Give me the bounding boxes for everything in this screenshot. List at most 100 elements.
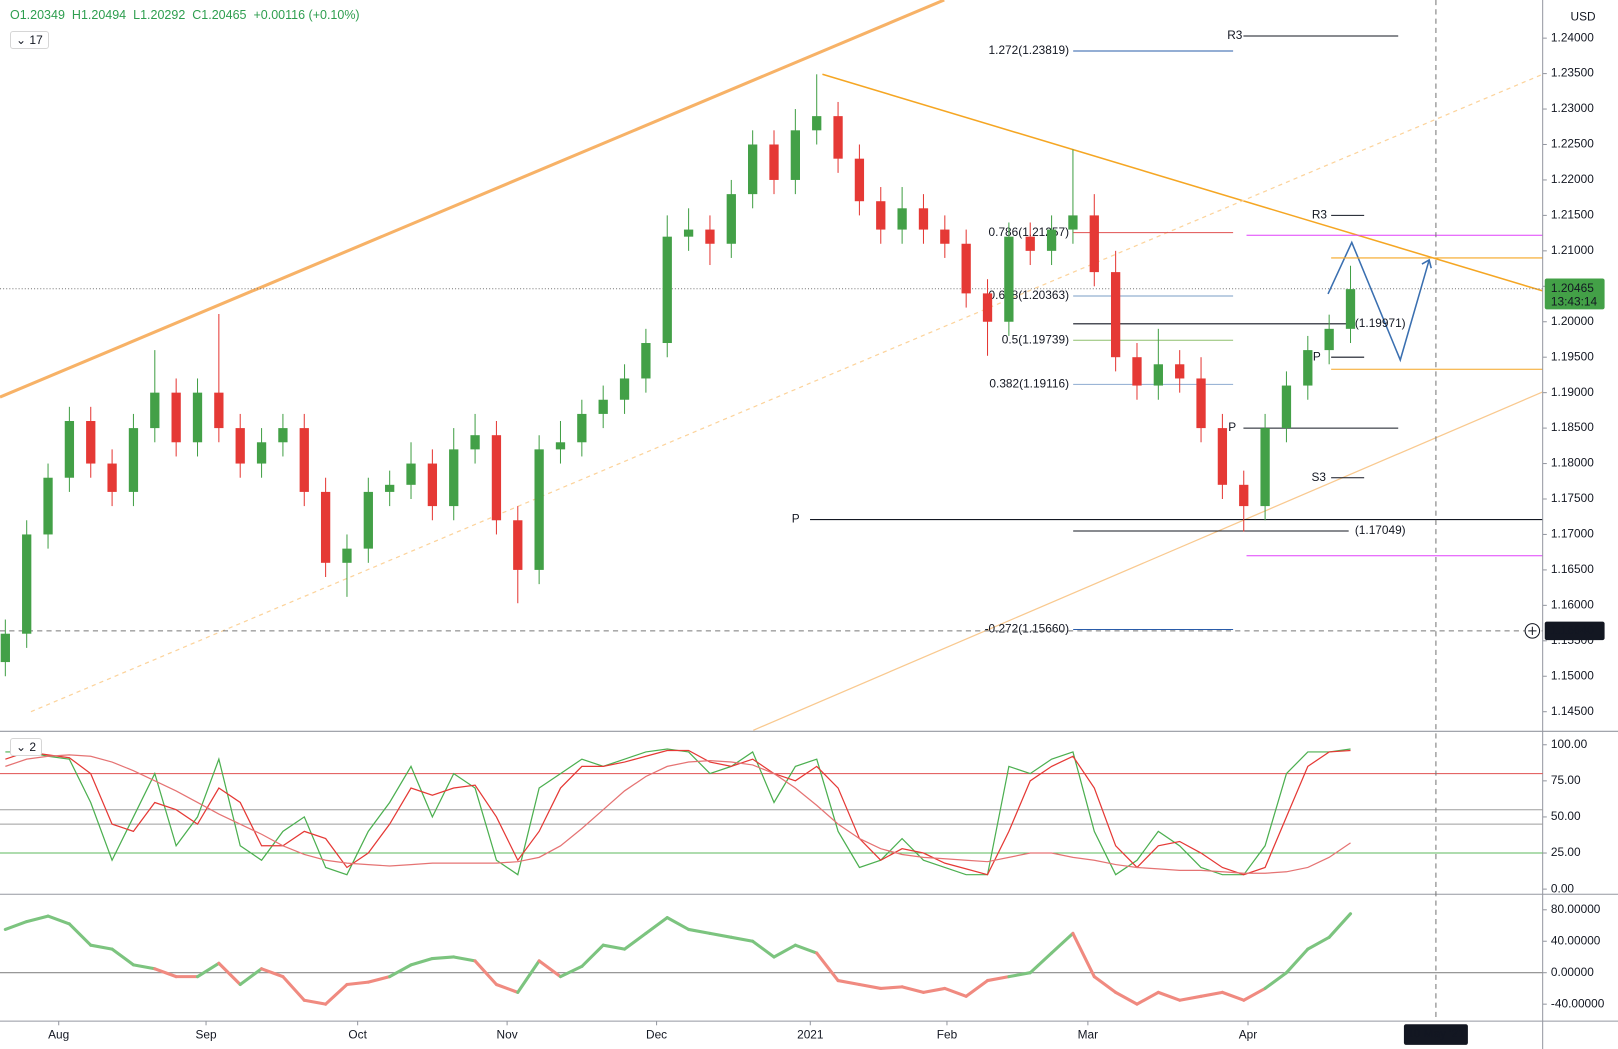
momentum-segment bbox=[1114, 990, 1139, 1006]
level-label: 0.5(1.19739) bbox=[1002, 332, 1069, 346]
crosshair-time-box bbox=[1403, 1024, 1468, 1045]
candle-body bbox=[427, 463, 438, 507]
momentum-segment bbox=[302, 998, 328, 1006]
momentum-segment bbox=[516, 959, 541, 994]
candle-body bbox=[449, 449, 459, 507]
change: +0.00116 (+0.10%) bbox=[253, 8, 360, 22]
candle-body bbox=[86, 421, 96, 464]
momentum-segment bbox=[345, 980, 370, 987]
momentum-segment bbox=[558, 964, 584, 979]
candle-body bbox=[150, 392, 160, 429]
momentum-segment bbox=[644, 916, 669, 935]
candle-body bbox=[598, 399, 608, 414]
candle-body bbox=[619, 378, 630, 400]
y-tick-label: 1.22500 bbox=[1551, 137, 1594, 151]
level-label: 0.618(1.20363) bbox=[989, 288, 1070, 302]
momentum-segment bbox=[1028, 951, 1054, 975]
projection bbox=[1327, 240, 1430, 363]
candle-body bbox=[748, 144, 758, 195]
candle-body bbox=[22, 534, 32, 634]
y-tick-label: 1.16500 bbox=[1551, 562, 1594, 576]
candle-body bbox=[406, 463, 416, 485]
level-label: (1.19971) bbox=[1355, 316, 1406, 330]
momentum-segment bbox=[494, 982, 520, 994]
candle-body bbox=[342, 548, 352, 563]
candle-body bbox=[641, 343, 651, 379]
momentum-segment bbox=[1220, 990, 1246, 1002]
candle-body bbox=[1132, 357, 1142, 386]
arrowhead bbox=[1421, 258, 1432, 269]
candle-body bbox=[513, 520, 523, 570]
momentum-segment bbox=[430, 955, 456, 961]
momentum-segment bbox=[1156, 990, 1182, 1002]
candle-body bbox=[192, 392, 203, 443]
y-tick-label: 1.16000 bbox=[1551, 597, 1594, 611]
y-tick-label: 1.23000 bbox=[1551, 101, 1594, 115]
candle-body bbox=[577, 413, 587, 443]
candle-body bbox=[876, 201, 886, 230]
y-tick-label: 1.17000 bbox=[1551, 527, 1594, 541]
momentum-segment bbox=[665, 916, 691, 931]
level-label: R3 bbox=[1312, 208, 1328, 222]
candle-body bbox=[1324, 328, 1334, 351]
candle-body bbox=[491, 435, 502, 521]
y-tick-label: 50.00 bbox=[1551, 809, 1581, 823]
momentum-segment bbox=[537, 959, 563, 979]
candle-body bbox=[854, 158, 865, 202]
pane-toggle[interactable]: ⌄ 2 bbox=[10, 738, 43, 756]
candle-body bbox=[1046, 229, 1057, 251]
momentum-segment bbox=[921, 986, 947, 994]
candle-body bbox=[1303, 350, 1313, 386]
x-tick-label: 2021 bbox=[797, 1028, 824, 1042]
candle-body bbox=[214, 392, 224, 429]
crosshair-plus-icon bbox=[1528, 626, 1537, 636]
momentum-segment bbox=[964, 979, 990, 998]
momentum-segment bbox=[1071, 931, 1096, 979]
momentum-segment bbox=[324, 982, 349, 1006]
crosshair-time-label: 10 May '21 bbox=[1407, 1027, 1465, 1041]
level-label: R3 bbox=[1227, 28, 1243, 42]
oscillator-line bbox=[5, 754, 1351, 874]
candle-body bbox=[1110, 272, 1121, 358]
open: O1.20349 bbox=[10, 8, 65, 22]
momentum-segment bbox=[366, 975, 392, 984]
momentum-segment bbox=[601, 943, 627, 951]
momentum-segment bbox=[1092, 975, 1118, 994]
candle-body bbox=[1025, 236, 1035, 251]
oscillator-line bbox=[5, 749, 1351, 876]
y-tick-label: 1.19000 bbox=[1551, 385, 1594, 399]
candle-body bbox=[1153, 364, 1163, 386]
y-tick-label: 1.21500 bbox=[1551, 208, 1594, 222]
candle-body bbox=[726, 194, 736, 244]
close: C1.20465 bbox=[192, 8, 247, 22]
indicators-toggle[interactable]: ⌄ 17 bbox=[10, 31, 49, 49]
level-label: 0.786(1.21257) bbox=[989, 225, 1070, 239]
y-tick-label: 1.21000 bbox=[1551, 243, 1594, 257]
candle-body bbox=[918, 208, 929, 230]
momentum-segment bbox=[1050, 931, 1075, 955]
candle-body bbox=[534, 449, 544, 570]
momentum-segment bbox=[815, 951, 840, 983]
candle-body bbox=[1175, 364, 1185, 379]
y-tick-label: 1.22000 bbox=[1551, 172, 1594, 186]
level-label: 0.382(1.19116) bbox=[989, 377, 1069, 391]
momentum-segment bbox=[836, 979, 861, 987]
y-tick-label: 1.24000 bbox=[1551, 30, 1594, 44]
candle-body bbox=[107, 463, 117, 492]
candle-body bbox=[64, 421, 75, 478]
momentum-segment bbox=[89, 943, 114, 951]
candle-body bbox=[1004, 236, 1014, 322]
momentum-segment bbox=[793, 943, 819, 955]
momentum-segment bbox=[46, 914, 71, 926]
x-tick-label: Apr bbox=[1239, 1028, 1258, 1042]
y-tick-label: 1.18000 bbox=[1551, 456, 1594, 470]
last-price-box bbox=[1544, 278, 1605, 310]
momentum-segment bbox=[1327, 912, 1353, 939]
currency: USD bbox=[1571, 10, 1596, 24]
momentum-segment bbox=[1242, 986, 1267, 1002]
y-tick-label: 1.19500 bbox=[1551, 349, 1594, 363]
momentum-segment bbox=[473, 959, 498, 987]
momentum-segment bbox=[1178, 994, 1203, 1002]
